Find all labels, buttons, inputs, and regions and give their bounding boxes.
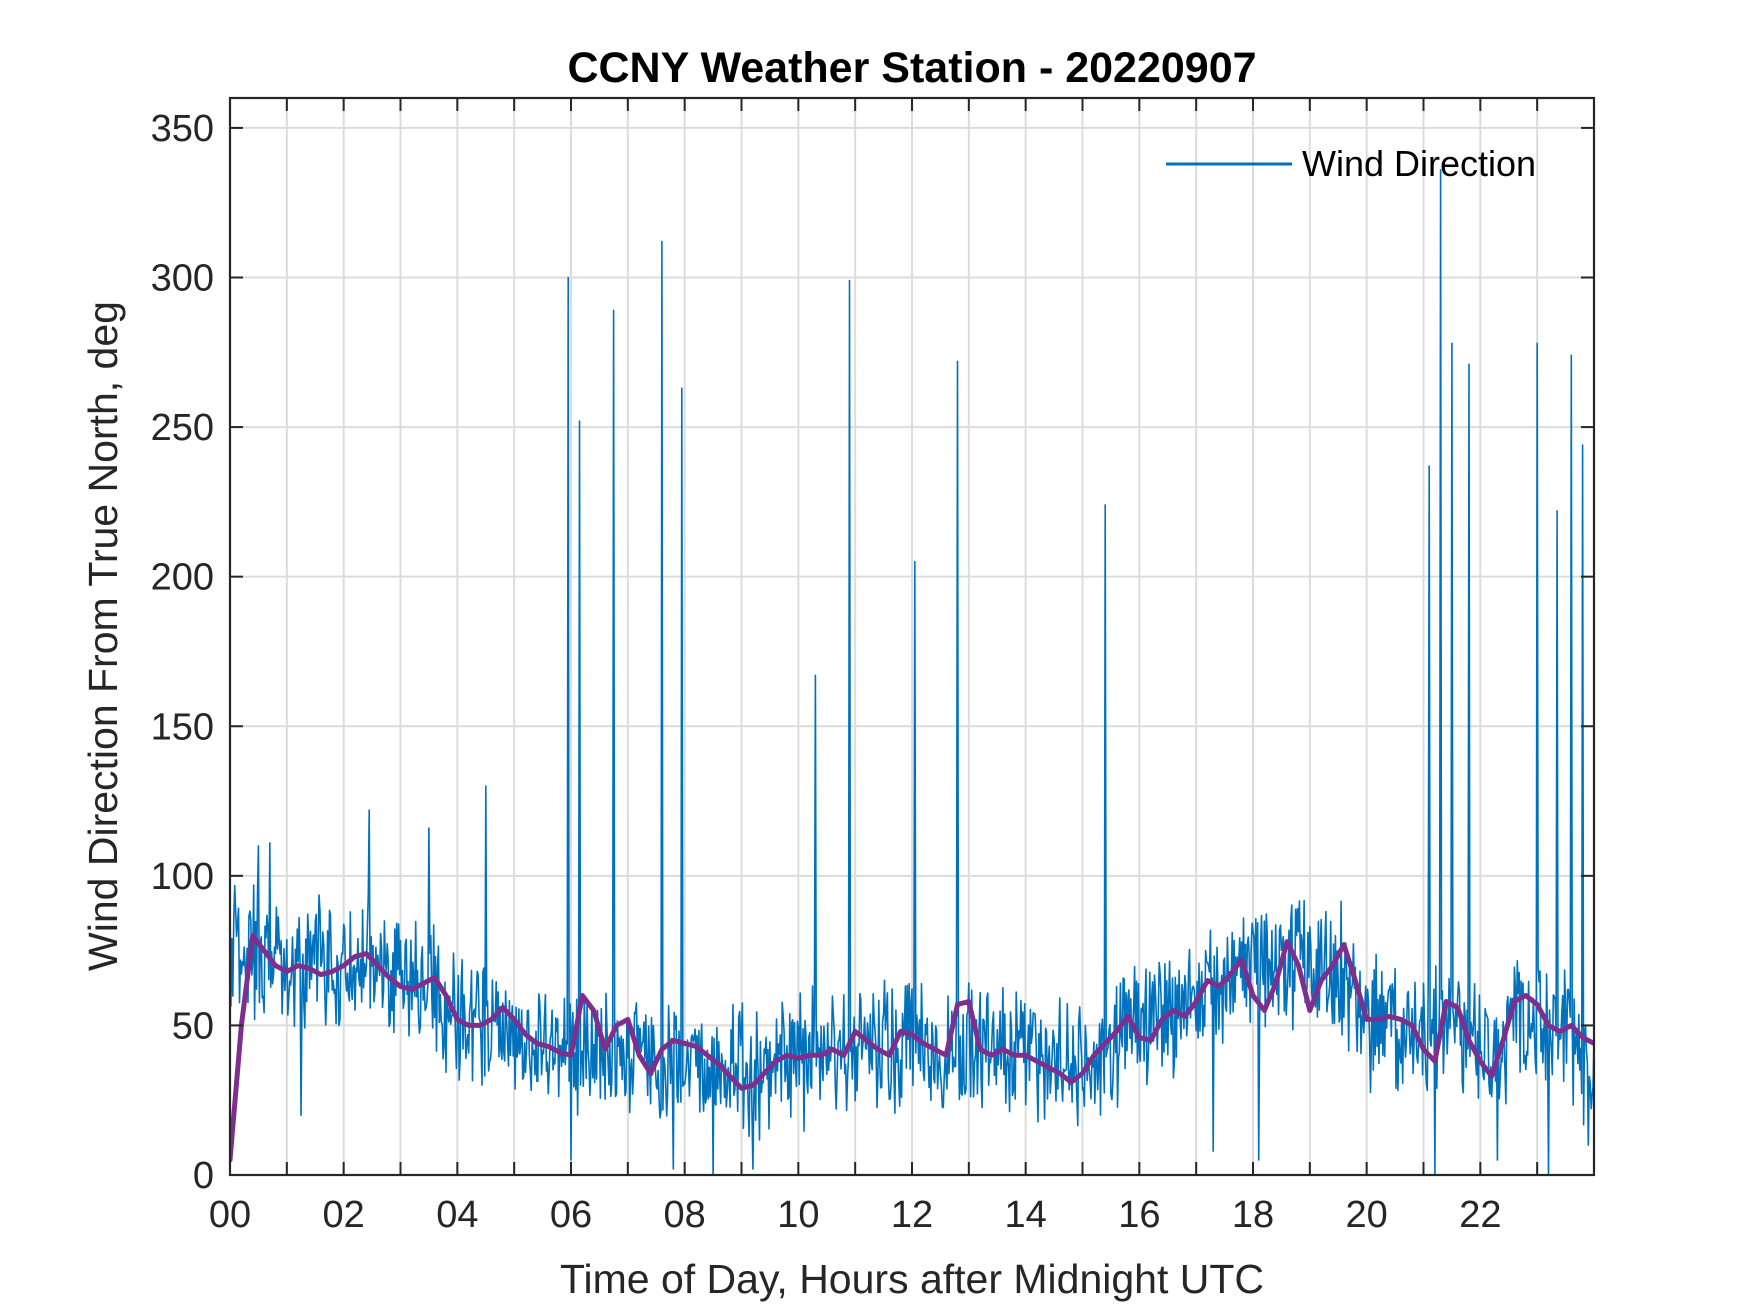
x-tick-label: 08	[664, 1194, 706, 1236]
legend-label-wind-direction: Wind Direction	[1302, 143, 1536, 184]
series-line-smoothed-wind-direction	[230, 933, 1594, 1163]
x-axis-label: Time of Day, Hours after Midnight UTC	[560, 1256, 1264, 1302]
x-tick-label: 22	[1459, 1194, 1501, 1236]
axis-ticks	[229, 98, 1595, 1176]
x-tick-label: 04	[436, 1194, 478, 1236]
y-tick-label: 250	[151, 407, 214, 449]
plot-area	[230, 169, 1594, 1175]
y-axis-label: Wind Direction From True North, deg	[80, 301, 126, 971]
chart-title: CCNY Weather Station - 20220907	[567, 44, 1256, 92]
x-tick-label: 14	[1005, 1194, 1047, 1236]
x-tick-label: 10	[777, 1194, 819, 1236]
x-tick-label: 20	[1346, 1194, 1388, 1236]
x-tick-label: 16	[1118, 1194, 1160, 1236]
y-tick-label: 0	[193, 1155, 214, 1197]
x-tick-label: 06	[550, 1194, 592, 1236]
y-tick-label: 350	[151, 108, 214, 150]
y-tick-label: 50	[172, 1005, 214, 1047]
x-tick-label: 00	[209, 1194, 251, 1236]
x-tick-label: 18	[1232, 1194, 1274, 1236]
x-tick-labels: 00 02 04 06 08 10 12 14 16 18 20 22	[209, 1194, 1502, 1236]
x-tick-label: 12	[891, 1194, 933, 1236]
x-tick-label: 02	[323, 1194, 365, 1236]
legend[interactable]: Wind Direction	[1166, 143, 1536, 184]
y-tick-label: 200	[151, 557, 214, 599]
y-tick-label: 150	[151, 706, 214, 748]
y-tick-labels: 0 50 100 150 200 250 300 350	[151, 108, 214, 1197]
grid-lines	[230, 98, 1594, 1175]
y-tick-label: 100	[151, 856, 214, 898]
y-tick-label: 300	[151, 258, 214, 300]
